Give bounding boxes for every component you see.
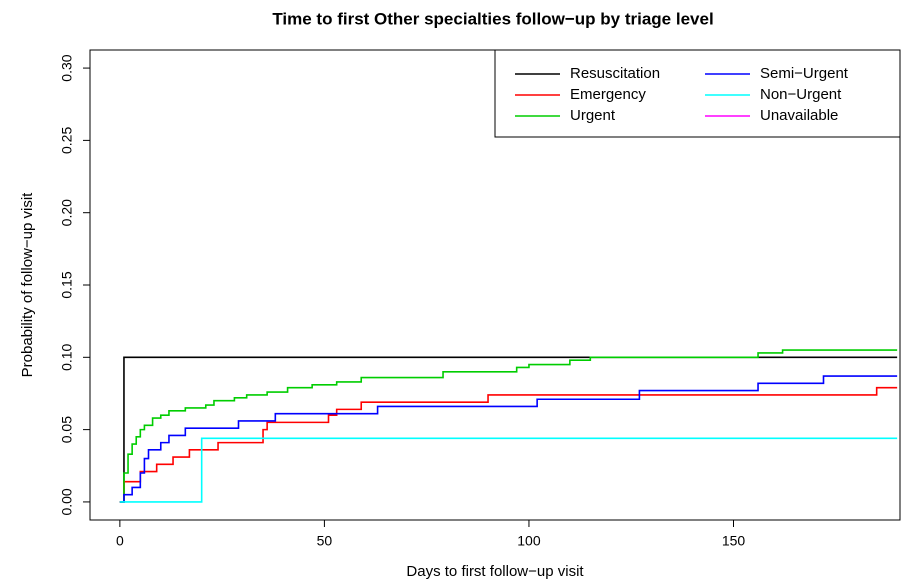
- series-line: [119, 356, 898, 503]
- y-tick-label: 0.25: [59, 127, 75, 154]
- legend-label: Non−Urgent: [760, 86, 842, 103]
- series-line: [119, 375, 898, 503]
- x-tick-label: 0: [116, 533, 124, 549]
- y-tick-label: 0.20: [59, 199, 75, 226]
- y-axis-label: Probability of follow−up visit: [19, 192, 36, 378]
- series-line: [119, 349, 898, 503]
- series-line: [119, 437, 898, 503]
- x-tick-label: 100: [517, 533, 541, 549]
- x-axis-label: Days to first follow−up visit: [406, 563, 584, 580]
- x-tick-label: 150: [722, 533, 746, 549]
- y-tick-label: 0.00: [59, 488, 75, 515]
- y-tick-label: 0.05: [59, 416, 75, 443]
- y-tick-label: 0.15: [59, 271, 75, 298]
- legend-label: Semi−Urgent: [760, 65, 849, 82]
- legend-box: [494, 49, 901, 138]
- chart-title: Time to first Other specialties follow−u…: [272, 9, 713, 28]
- legend-label: Resuscitation: [570, 65, 660, 82]
- legend-label: Emergency: [570, 86, 646, 103]
- y-tick-label: 0.10: [59, 343, 75, 370]
- x-tick-label: 50: [317, 533, 333, 549]
- legend-label: Urgent: [570, 107, 616, 124]
- series-line: [119, 386, 898, 503]
- y-tick-label: 0.30: [59, 54, 75, 81]
- legend-label: Unavailable: [760, 107, 838, 124]
